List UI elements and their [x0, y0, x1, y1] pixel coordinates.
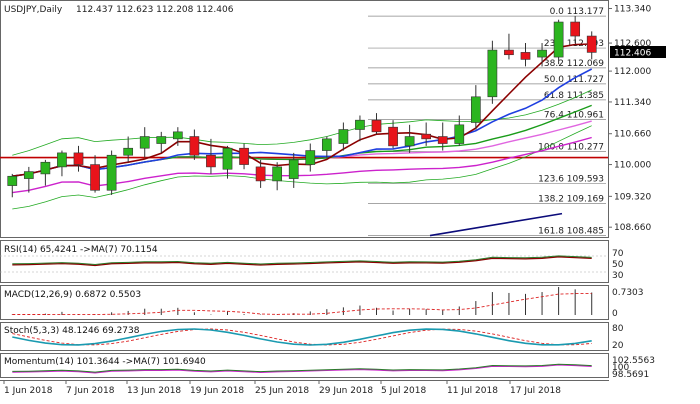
price-tick-label: 112.600	[614, 39, 651, 49]
candle-body	[172, 131, 183, 140]
price-axis: 113.340 112.600 112.000 111.340 110.660 110.0…	[608, 4, 651, 233]
stoch-tick-20: 20	[612, 341, 624, 351]
fib-label-6: 100.0 110.277	[538, 143, 604, 153]
stoch-tick-80: 80	[612, 324, 624, 334]
candle-body	[388, 126, 398, 147]
stoch-line	[12, 328, 592, 346]
candle-body	[570, 21, 581, 37]
fib-label-0: 0.0 113.177	[550, 7, 604, 17]
macd-signal-line	[12, 293, 592, 315]
bollinger-lower	[12, 125, 592, 210]
candle-body	[222, 147, 233, 170]
price-tick-label: 110.000	[614, 161, 651, 171]
candle-body	[305, 150, 316, 165]
date-tick-label: 25 Jun 2018	[255, 386, 309, 396]
rsi-panel	[0, 240, 609, 283]
candle-body	[537, 49, 547, 58]
fib-label-7: 123.6 109.593	[538, 175, 604, 185]
candle-body	[371, 119, 382, 133]
candle-body	[454, 124, 465, 144]
long-trend-line	[429, 212, 563, 237]
price-tick-label: 108.660	[614, 223, 651, 233]
momentum-tick-low: 98.5691	[612, 370, 649, 380]
candle-body	[421, 133, 432, 140]
candle-body	[520, 52, 531, 60]
macd-title: MACD(12,26,9) 0.6872 0.5503	[4, 290, 141, 300]
candle-body	[321, 138, 332, 151]
candle-body	[255, 166, 266, 182]
price-tick-label: 111.340	[614, 98, 651, 108]
chart-header-symbol: USDJPY,Daily	[4, 5, 63, 15]
candlesticks	[7, 15, 597, 198]
indicator-lines	[0, 255, 608, 374]
date-tick-label: 11 Jul 2018	[447, 386, 498, 396]
candle-body	[404, 136, 415, 147]
fib-label-9: 161.8 108.485	[538, 226, 604, 236]
rsi-tick-30: 30	[612, 271, 624, 281]
date-tick-label: 17 Jul 2018	[510, 386, 561, 396]
date-tick-label: 1 Jun 2018	[4, 386, 53, 396]
macd-tick-top: 0.7303	[612, 288, 644, 298]
candle-body	[57, 152, 67, 168]
fib-label-2: 38.2 112.069	[544, 59, 604, 69]
price-panel	[0, 0, 609, 238]
rsi-title: RSI(14) 65,4241 ->MA(7) 70.1154	[4, 245, 158, 255]
date-tick-label: 7 Jun 2018	[66, 386, 115, 396]
rsi-line	[12, 255, 592, 266]
rsi-tick-70: 70	[612, 249, 624, 259]
candle-body	[73, 152, 84, 165]
momentum-tick-top: 102.5563	[612, 356, 655, 366]
candle-body	[355, 119, 365, 130]
date-tick-label: 19 Jun 2018	[190, 386, 244, 396]
candle-body	[7, 175, 18, 186]
candle-body	[156, 136, 167, 144]
fib-label-3: 50.0 111.727	[544, 75, 604, 85]
momentum-title: Momentum(14) 101.3644 ->MA(7) 101.6940	[4, 357, 206, 367]
candle-body	[106, 154, 117, 191]
candle-body	[272, 166, 283, 182]
rsi-tick-50: 50	[612, 260, 624, 270]
candle-body	[504, 49, 514, 56]
candle-body	[470, 96, 481, 123]
candle-body	[123, 147, 134, 156]
date-axis: 1 Jun 2018 7 Jun 2018 13 Jun 2018 19 Jun 20…	[3, 380, 561, 396]
fib-label-8: 138.2 109.169	[538, 194, 604, 204]
price-tick-label: 110.660	[614, 130, 651, 140]
candle-body	[189, 136, 200, 156]
date-tick-label: 13 Jun 2018	[127, 386, 181, 396]
candle-body	[338, 129, 349, 144]
candle-body	[586, 35, 597, 53]
rsi-ma-line	[12, 256, 592, 267]
candle-body	[139, 136, 150, 149]
momentum-ma-line	[12, 364, 592, 374]
fib-label-4: 61.8 111.385	[544, 91, 604, 101]
candle-body	[40, 161, 51, 175]
macd-tick-zero: 0	[612, 309, 618, 319]
date-tick-label: 5 Jul 2018	[381, 386, 426, 396]
chart-header-ohlc: 112.437 112.623 112.208 112.406	[76, 5, 234, 15]
stoch-signal-line	[12, 328, 592, 346]
price-tick-label: 109.320	[614, 192, 651, 202]
momentum-tick-mid: 100	[612, 363, 629, 373]
current-price-label: 112.406	[614, 49, 651, 59]
candle-body	[553, 21, 564, 58]
fib-label-5: 76.4 110.961	[544, 111, 604, 121]
price-tick-label: 113.340	[614, 4, 651, 14]
candle-body	[487, 49, 498, 98]
price-tick-label: 112.000	[614, 67, 651, 77]
candle-body	[23, 171, 34, 179]
momentum-line	[12, 363, 592, 373]
candle-body	[288, 159, 299, 179]
stoch-title: Stoch(5,3,3) 48.1246 69.2738	[4, 326, 140, 336]
candle-body	[206, 154, 216, 168]
bollinger-upper	[12, 89, 592, 156]
current-price-tag	[610, 46, 666, 58]
date-tick-label: 29 Jun 2018	[319, 386, 373, 396]
candle-body	[239, 147, 249, 165]
candle-body	[90, 164, 100, 191]
candle-body	[437, 136, 448, 144]
